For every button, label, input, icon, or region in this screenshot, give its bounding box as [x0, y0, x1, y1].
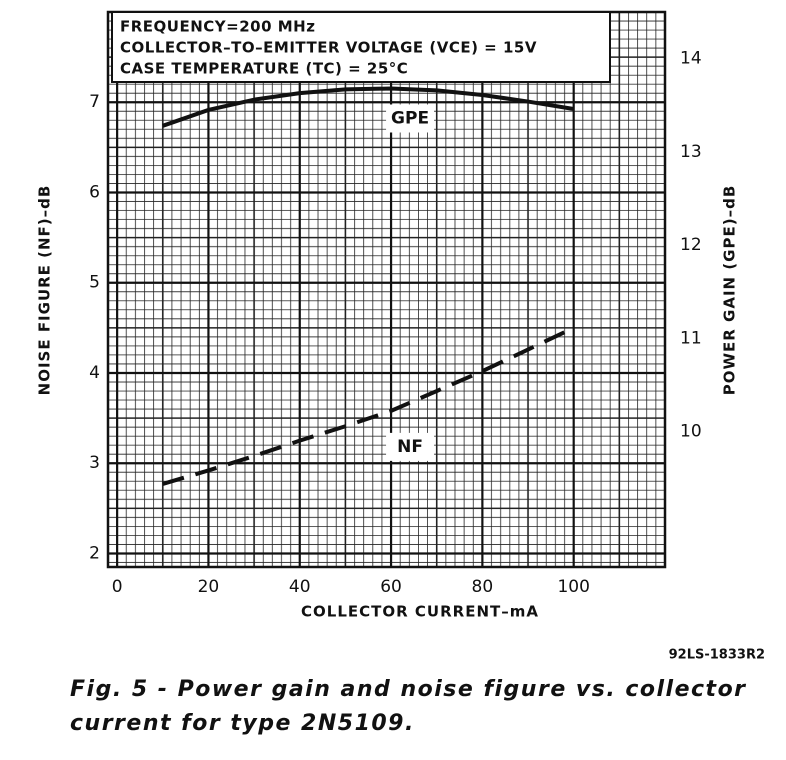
x-tick-label: 40 [289, 577, 311, 597]
y2-tick-label: 11 [680, 328, 702, 348]
annotation: COLLECTOR–TO–EMITTER VOLTAGE (VCE) = 15V [120, 39, 537, 57]
annotation-box [111, 11, 611, 83]
series-label: GPE [391, 108, 429, 128]
y-axis-label: NOISE FIGURE (NF)–dB [36, 185, 54, 396]
caption: Fig. 5 - Power gain and noise figure vs.… [70, 677, 747, 702]
y-tick-label: 5 [89, 273, 100, 293]
y-tick-label: 3 [89, 453, 100, 473]
y2-tick-label: 13 [680, 142, 702, 162]
y-tick-label: 2 [89, 543, 100, 563]
y2-tick-label: 10 [680, 422, 702, 442]
y2-axis-label: POWER GAIN (GPE)–dB [721, 185, 739, 396]
x-tick-label: 80 [472, 577, 494, 597]
x-tick-label: 20 [198, 577, 220, 597]
x-axis-label: COLLECTOR CURRENT–mA [301, 603, 539, 621]
y2-tick-label: 12 [680, 235, 702, 255]
figure-code: 92LS-1833R2 [669, 648, 765, 663]
series-line [162, 86, 575, 128]
series-label-bg [386, 104, 435, 133]
y-tick-label: 4 [89, 363, 100, 383]
series-line [162, 326, 575, 486]
x-tick-label: 60 [380, 577, 402, 597]
series-label-bg [386, 432, 435, 461]
x-tick-label: 0 [112, 577, 123, 597]
y-tick-label: 7 [89, 92, 100, 112]
annotation: CASE TEMPERATURE (TC) = 25°C [120, 60, 408, 78]
grid-paper [108, 12, 665, 567]
y2-tick-label: 14 [680, 49, 702, 69]
annotation: FREQUENCY=200 MHz [120, 18, 315, 36]
series-label: NF [397, 437, 423, 457]
caption: current for type 2N5109. [70, 711, 415, 736]
y-tick-label: 6 [89, 182, 100, 202]
x-tick-label: 100 [557, 577, 589, 597]
